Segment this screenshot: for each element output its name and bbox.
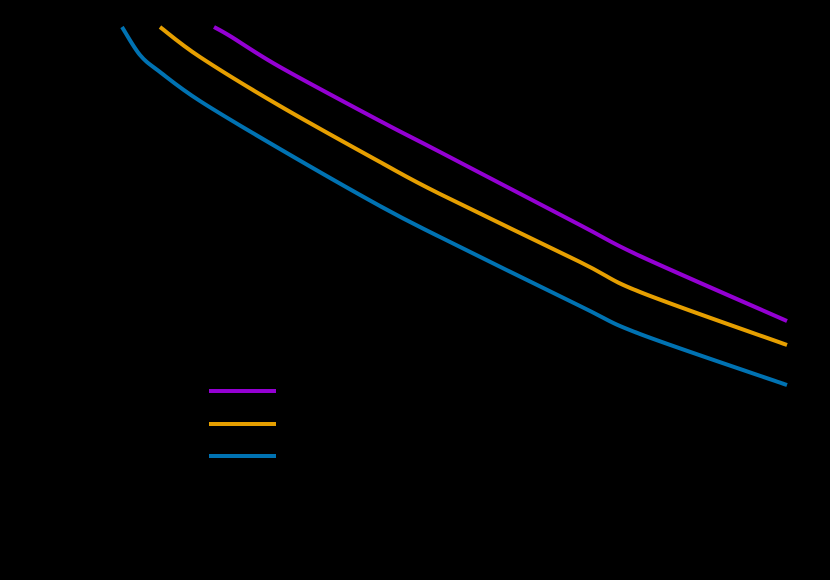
legend-swatch-2 xyxy=(209,422,276,426)
line-series-3 xyxy=(120,25,788,387)
line-series-1 xyxy=(213,25,788,323)
legend-swatch-1 xyxy=(209,389,276,393)
series-layer xyxy=(120,25,788,387)
legend-swatch-3 xyxy=(209,454,276,458)
line-series-2 xyxy=(158,25,788,347)
